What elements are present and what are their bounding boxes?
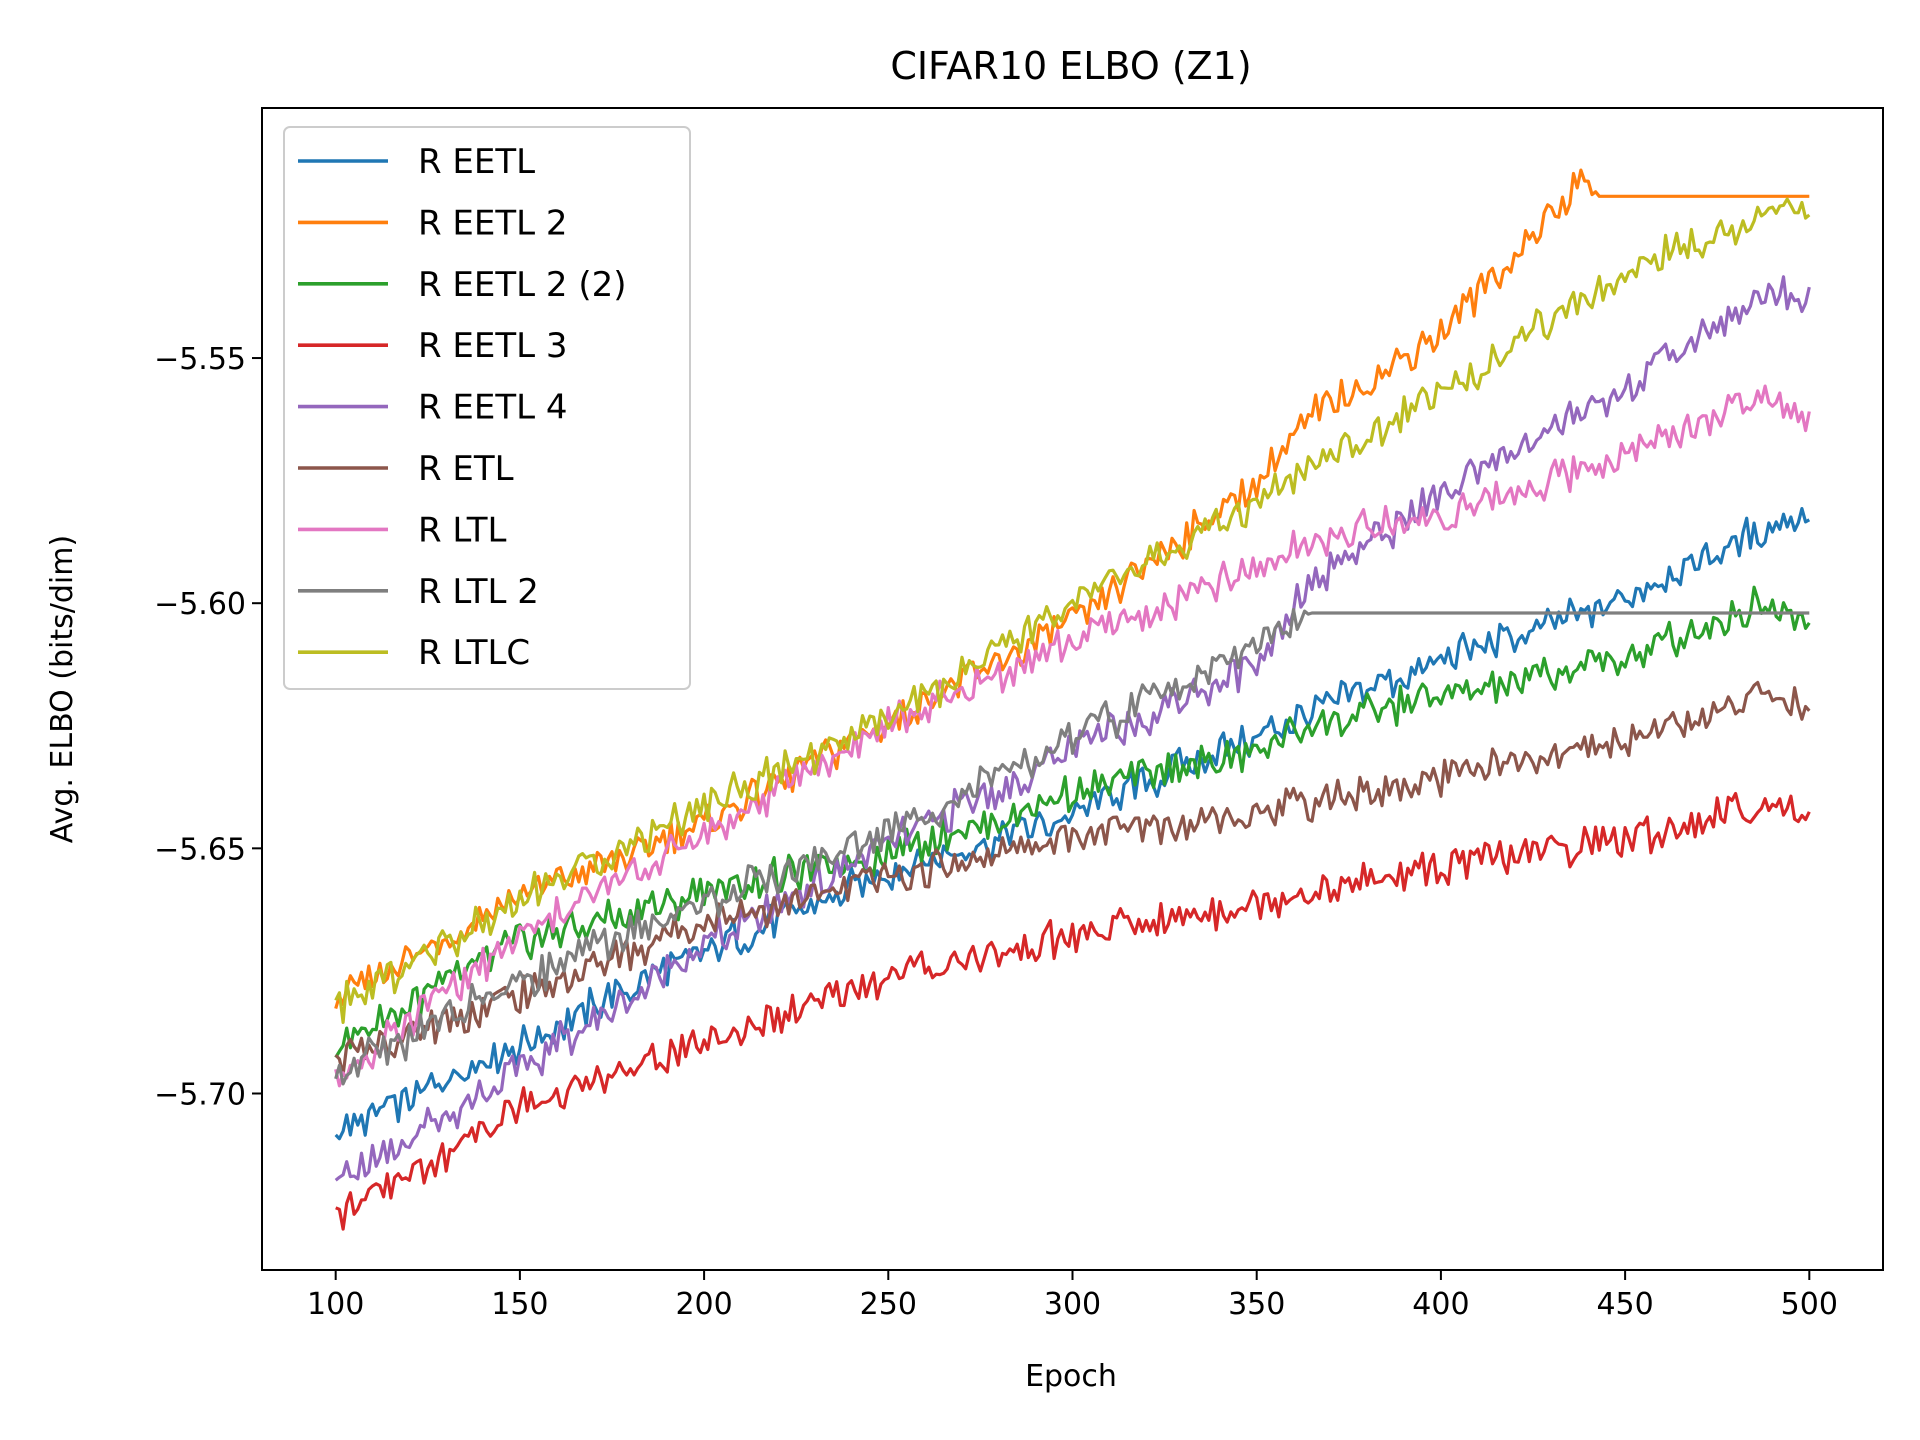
x-tick-label: 350 (1228, 1287, 1285, 1322)
plot-lines (334, 168, 1811, 1231)
y-axis: −5.70 −5.65 −5.60 −5.55 (154, 342, 262, 1112)
x-tick-label: 100 (307, 1287, 364, 1322)
series-line (334, 507, 1811, 1141)
legend-label: R EETL 4 (418, 388, 568, 428)
chart-title: CIFAR10 ELBO (Z1) (890, 44, 1251, 88)
x-tick-label: 450 (1596, 1287, 1653, 1322)
x-axis-label: Epoch (1025, 1359, 1117, 1394)
legend-label: R EETL 3 (418, 326, 568, 366)
series-line (335, 791, 1811, 1231)
series-line (334, 384, 1811, 1088)
series-line (334, 585, 1811, 1059)
y-tick-label: −5.55 (154, 342, 246, 377)
legend-box (283, 126, 691, 690)
legend-label: R ETL (418, 449, 514, 489)
series-line (334, 608, 1810, 1086)
x-tick-label: 300 (1044, 1287, 1101, 1322)
x-tick-label: 250 (860, 1287, 917, 1322)
y-axis-label: Avg. ELBO (bits/dim) (45, 535, 80, 843)
legend-label: R LTLC (418, 633, 530, 673)
series-line (334, 197, 1811, 1024)
x-tick-label: 500 (1781, 1287, 1838, 1322)
x-tick-label: 150 (491, 1287, 548, 1322)
x-axis: 100 150 200 250 300 350 400 450 500 (307, 1270, 1838, 1322)
legend-label: R EETL (418, 142, 535, 182)
legend: R EETL R EETL 2 R EETL 2 (2) R EETL 3 R EETL… (283, 126, 691, 690)
y-tick-label: −5.70 (154, 1077, 246, 1112)
x-tick-label: 200 (675, 1287, 732, 1322)
y-tick-label: −5.60 (154, 587, 246, 622)
y-tick-label: −5.65 (154, 832, 246, 867)
series-line (334, 168, 1810, 1010)
legend-label: R LTL 2 (418, 572, 539, 612)
series-line (334, 680, 1811, 1077)
legend-label: R EETL 2 (418, 203, 568, 243)
x-tick-label: 400 (1412, 1287, 1469, 1322)
legend-label: R LTL (418, 510, 506, 550)
legend-label: R EETL 2 (2) (418, 265, 627, 305)
